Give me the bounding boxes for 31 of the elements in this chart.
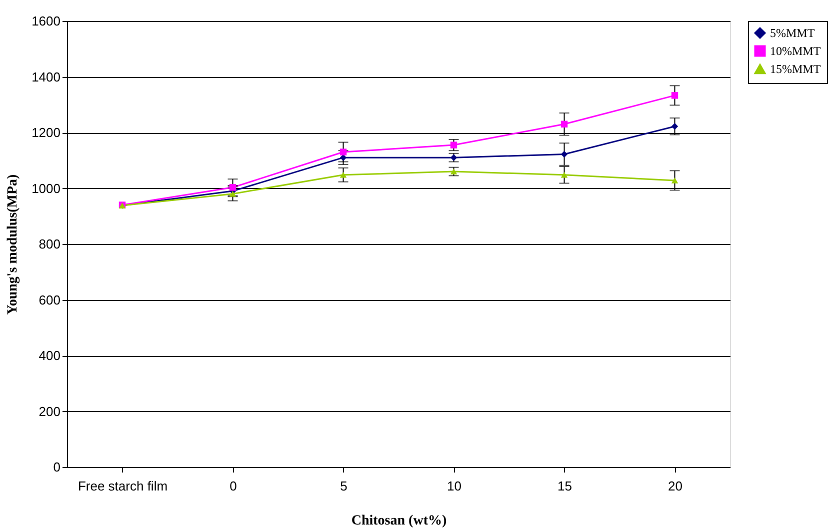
point bbox=[671, 178, 678, 184]
point bbox=[229, 190, 236, 197]
y-tick-label: 1600 bbox=[32, 14, 60, 28]
point bbox=[340, 148, 347, 156]
point bbox=[560, 120, 568, 128]
y-tick-label: 1400 bbox=[32, 69, 60, 84]
y-axis-title: Young's modulus(MPa) bbox=[6, 174, 21, 315]
point bbox=[671, 123, 678, 130]
x-tick-label: 5 bbox=[340, 478, 348, 494]
y-tick-label: 800 bbox=[38, 236, 60, 252]
x-tick-label: Free starch film bbox=[78, 478, 168, 494]
y-tick-label: 600 bbox=[38, 292, 60, 308]
point bbox=[229, 184, 236, 191]
legend-label: 15%MMT bbox=[770, 62, 822, 76]
y-tick-label: 400 bbox=[38, 348, 60, 363]
x-tick-label: 0 bbox=[230, 478, 237, 494]
y-tick-label: 200 bbox=[38, 404, 60, 419]
legend-label: 10%MMT bbox=[770, 44, 822, 58]
y-tick-label: 0 bbox=[53, 460, 60, 474]
point bbox=[450, 142, 458, 148]
y-tick-label: 1200 bbox=[32, 125, 60, 140]
point bbox=[560, 172, 568, 178]
point bbox=[671, 92, 678, 99]
x-tick-label: 20 bbox=[668, 478, 682, 494]
x-tick-label: 10 bbox=[447, 478, 462, 494]
x-tick-label: 15 bbox=[558, 478, 572, 494]
x-axis-title: Chitosan (wt%) bbox=[351, 514, 447, 528]
y-tick-label: 1000 bbox=[32, 180, 60, 196]
point bbox=[560, 150, 568, 158]
legend-label: 5%MMT bbox=[770, 26, 816, 40]
point bbox=[340, 172, 347, 178]
